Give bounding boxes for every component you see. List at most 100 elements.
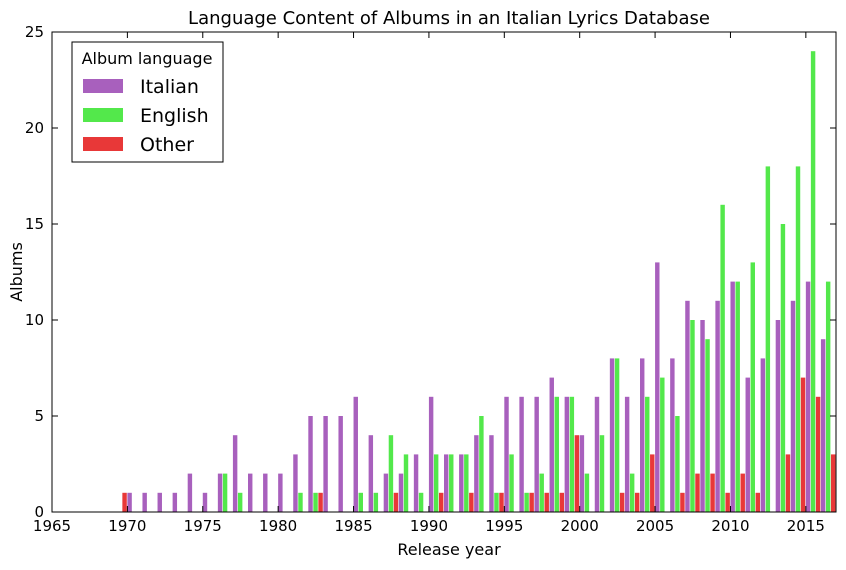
bar-italian-1991	[444, 454, 449, 512]
bar-english-1995	[509, 454, 514, 512]
bar-other-2003	[634, 492, 640, 512]
x-tick-label-1990: 1990	[410, 517, 448, 535]
bar-other-2016	[830, 454, 836, 512]
bar-italian-1980	[278, 473, 283, 512]
bar-english-2011	[750, 262, 755, 512]
bars	[122, 51, 836, 513]
bar-italian-1971	[142, 492, 147, 512]
bar-english-1976	[222, 473, 228, 512]
bar-english-2013	[780, 224, 786, 512]
y-tick-label-10: 10	[25, 311, 44, 329]
bar-other-2010	[740, 473, 745, 512]
bar-english-2005	[660, 377, 665, 512]
bar-italian-1989	[413, 454, 419, 512]
bar-italian-1987	[383, 473, 389, 512]
bar-other-1987	[393, 492, 399, 512]
bar-italian-1986	[368, 435, 374, 512]
bar-english-1985	[358, 492, 363, 512]
bar-english-1999	[569, 396, 575, 512]
bar-english-2006	[675, 416, 680, 512]
bar-other-2013	[785, 454, 791, 512]
bar-italian-2004	[640, 358, 645, 512]
bar-english-1997	[539, 473, 544, 512]
x-tick-label-1965: 1965	[33, 517, 71, 535]
bar-english-2000	[584, 473, 590, 512]
bar-other-1999	[574, 435, 580, 512]
x-tick-label-2015: 2015	[787, 517, 825, 535]
legend-label-other: Other	[140, 134, 194, 156]
bar-english-1986	[373, 492, 379, 512]
bar-italian-2015	[805, 281, 811, 512]
bar-other-1990	[438, 492, 444, 512]
bar-other-2009	[725, 492, 730, 512]
legend-swatch-other	[83, 137, 123, 151]
bar-other-2002	[619, 492, 625, 512]
bar-italian-1994	[489, 435, 494, 512]
bar-italian-2002	[609, 358, 615, 512]
x-tick-label-2005: 2005	[636, 517, 674, 535]
bar-italian-1983	[323, 416, 328, 512]
axes-ticks: 1965 1970 1975 1980 1985 1990 1995 2000 2005 2010…	[25, 23, 836, 535]
bar-other-1998	[559, 492, 565, 512]
bar-italian-2005	[655, 262, 660, 512]
bar-english-1989	[418, 492, 424, 512]
bar-english-1992	[464, 454, 469, 512]
bar-other-2008	[710, 473, 715, 512]
bar-english-2002	[614, 358, 620, 512]
x-tick-label-1995: 1995	[485, 517, 523, 535]
bar-italian-1990	[428, 396, 434, 512]
bar-italian-1984	[338, 416, 343, 512]
y-tick-label-5: 5	[34, 407, 44, 425]
bar-english-1998	[554, 396, 559, 512]
bar-english-1993	[479, 416, 484, 512]
bar-italian-2010	[730, 281, 735, 512]
x-tick-label-1975: 1975	[184, 517, 222, 535]
bar-other-2015	[815, 396, 821, 512]
bar-italian-1973	[172, 492, 178, 512]
bar-italian-1978	[248, 473, 253, 512]
bar-other-1969	[122, 492, 127, 512]
legend: Album language Italian English Other	[71, 41, 224, 163]
bar-english-2010	[735, 281, 740, 512]
bar-other-1992	[469, 492, 474, 512]
bar-english-1996	[524, 492, 529, 512]
bar-other-2004	[650, 454, 655, 512]
bar-english-2014	[795, 166, 801, 512]
x-axis-label: Release year	[397, 540, 501, 559]
bar-italian-1981	[293, 454, 298, 512]
bar-italian-1972	[157, 492, 162, 512]
plot-frame	[51, 31, 837, 513]
bar-italian-2012	[760, 358, 766, 512]
legend-label-italian: Italian	[140, 76, 199, 98]
bar-italian-2016	[820, 339, 826, 512]
bar-italian-1974	[187, 473, 193, 512]
bar-italian-2000	[579, 435, 585, 512]
bar-english-1981	[298, 492, 303, 512]
bar-other-1996	[529, 492, 534, 512]
bar-other-1997	[544, 492, 549, 512]
y-axis-label: Albums	[7, 242, 26, 302]
bar-english-1982	[313, 492, 318, 512]
x-tick-label-1985: 1985	[334, 517, 372, 535]
bar-english-1994	[494, 492, 499, 512]
x-tick-label-2010: 2010	[711, 517, 749, 535]
y-tick-label-15: 15	[25, 215, 44, 233]
y-tick-label-20: 20	[25, 119, 44, 137]
bar-italian-1998	[549, 377, 554, 512]
legend-label-english: English	[140, 105, 209, 127]
bar-english-1990	[433, 454, 439, 512]
bar-italian-1999	[564, 396, 570, 512]
bar-italian-1997	[534, 396, 539, 512]
bar-english-2003	[629, 473, 635, 512]
legend-swatch-italian	[83, 79, 123, 93]
bar-english-1977	[237, 492, 243, 512]
bar-italian-2001	[594, 396, 600, 512]
bar-english-2007	[690, 320, 695, 512]
bar-other-1994	[499, 492, 504, 512]
bar-italian-1970	[127, 492, 132, 512]
bar-english-2008	[705, 339, 710, 512]
legend-swatch-english	[83, 108, 123, 122]
bar-italian-2014	[790, 300, 796, 512]
chart-title: Language Content of Albums in an Italian…	[188, 8, 710, 29]
